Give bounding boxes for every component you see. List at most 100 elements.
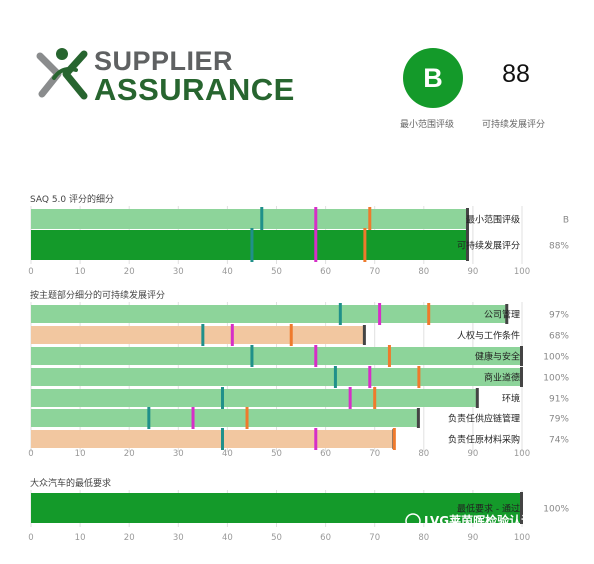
teal-marker [333,366,337,388]
rating-caption: 最小范围评级 [400,120,455,130]
bar-end-marker [505,304,509,324]
bar [31,368,522,386]
logo-mark-icon [36,48,88,100]
magenta-marker [368,366,372,388]
row-label: 公司管理 [484,309,520,321]
magenta-marker [314,207,318,231]
tick-label: 80 [418,449,429,459]
magenta-marker [314,428,318,450]
orange-marker [392,428,396,450]
bar [31,493,522,523]
bar-end-marker [362,325,366,345]
chart-title: 按主题部分细分的可持续发展评分 [30,289,165,301]
orange-marker [373,387,377,409]
teal-marker [220,387,224,409]
tick-label: 70 [369,449,380,459]
bar-end-marker [520,346,523,366]
orange-marker [363,228,367,262]
tick-label: 50 [271,533,282,543]
sustainability-score: 88 [502,60,530,88]
row-label: 健康与安全 [475,351,520,363]
chart-title: SAQ 5.0 评分的细分 [30,193,114,205]
value-label: B [563,216,569,226]
magenta-marker [378,303,382,325]
bar-end-marker [520,492,523,524]
tick-label: 20 [124,267,135,277]
bar [31,347,522,365]
teal-marker [220,428,224,450]
tick-label: 30 [173,449,184,459]
tick-label: 80 [418,267,429,277]
value-label: 79% [549,415,569,425]
orange-marker [289,324,293,346]
tick-label: 50 [271,449,282,459]
bar [31,409,419,427]
magenta-marker [314,345,318,367]
wechat-icon [405,513,421,529]
tick-label: 30 [173,267,184,277]
value-label: 100% [543,505,569,515]
value-label: 100% [543,374,569,384]
tick-label: 50 [271,267,282,277]
bar [31,209,468,229]
bar-end-marker [465,229,469,261]
tick-label: 70 [369,267,380,277]
tick-label: 10 [75,449,86,459]
tick-label: 90 [467,267,478,277]
row-label: 人权与工作条件 [457,330,520,342]
magenta-marker [314,228,318,262]
bar [31,430,395,448]
tick-label: 40 [222,267,233,277]
tick-label: 100 [514,449,530,459]
orange-marker [387,345,391,367]
row-label: 负责任原材料采购 [448,434,520,446]
value-label: 88% [549,242,569,252]
row-label: 最低要求 - 通过 [457,503,520,515]
supplier-assurance-logo: SUPPLIER ASSURANCE [36,44,294,108]
orange-marker [417,366,421,388]
watermark-text: LVG莱茵晖检验认证 [424,513,533,528]
value-label: 74% [549,436,569,446]
tick-label: 90 [467,449,478,459]
teal-marker [260,207,264,231]
row-label: 商业道德 [484,372,520,384]
teal-marker [147,407,151,429]
tick-label: 40 [222,449,233,459]
bar [31,389,478,407]
teal-marker [250,228,254,262]
orange-marker [427,303,431,325]
row-label: 环境 [502,393,520,405]
bar [31,305,508,323]
logo-line-1: SUPPLIER [94,46,234,76]
tick-label: 10 [75,533,86,543]
bar-end-marker [475,388,479,408]
row-label: 可持续发展评分 [457,240,520,252]
value-label: 97% [549,311,569,321]
teal-marker [201,324,205,346]
tick-label: 100 [514,533,530,543]
tick-label: 0 [28,533,33,543]
tick-label: 60 [320,533,331,543]
tick-label: 10 [75,267,86,277]
tick-label: 60 [320,267,331,277]
logo-line-2: ASSURANCE [94,72,295,107]
tick-label: 20 [124,533,135,543]
tick-label: 90 [467,533,478,543]
row-label: 最小范围评级 [466,214,520,226]
bar-end-marker [416,408,420,428]
rating-badge: B [403,48,463,108]
magenta-marker [191,407,195,429]
bar-end-marker [465,208,469,230]
tick-label: 80 [418,533,429,543]
value-label: 68% [549,332,569,342]
magenta-marker [348,387,352,409]
magenta-marker [230,324,234,346]
row-label: 负责任供应链管理 [448,413,520,425]
value-label: 100% [543,353,569,363]
tick-label: 60 [320,449,331,459]
tick-label: 0 [28,449,33,459]
tick-label: 100 [514,267,530,277]
orange-marker [245,407,249,429]
bar [31,326,365,344]
